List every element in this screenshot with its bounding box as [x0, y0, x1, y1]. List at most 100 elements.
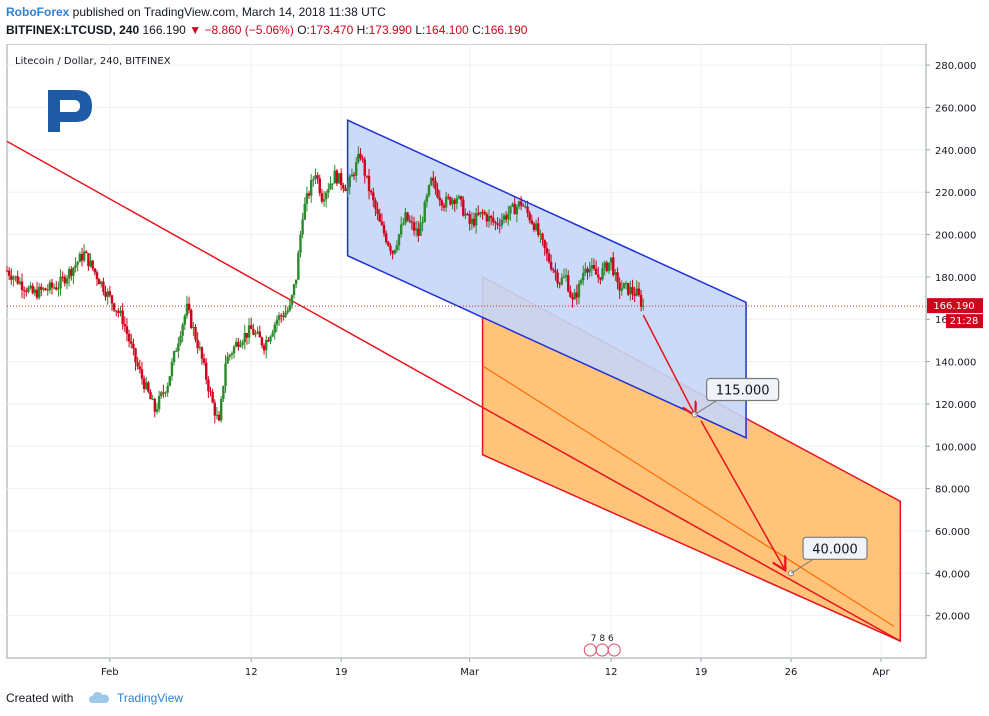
y-tick-label: 180.000 [935, 273, 976, 284]
x-tick-label: Mar [460, 667, 480, 678]
last-price-tag [927, 298, 983, 314]
candle-body [312, 179, 315, 181]
candle-body [594, 268, 598, 275]
candle-body [151, 399, 154, 401]
candle-body [339, 173, 343, 186]
candle-body [320, 193, 324, 202]
candle-body [391, 251, 394, 254]
tradingview-link[interactable]: TradingView [117, 691, 184, 705]
events-badge-label: 7 8 6 [591, 634, 614, 644]
time-axis[interactable]: Feb 12 19 Mar 12 19 26 Apr [101, 658, 891, 678]
candle-body [134, 348, 137, 363]
candle-body [226, 356, 229, 364]
ohlc-line: BITFINEX:LTCUSD, 240 166.190 ▼ −8.860 (−… [6, 23, 527, 37]
candle-body [384, 233, 388, 243]
event-icon[interactable] [583, 643, 597, 657]
candle-body [470, 218, 474, 224]
candle-body [172, 351, 176, 363]
candle-body [367, 175, 371, 192]
candle-body [584, 268, 587, 273]
candle-body [258, 331, 261, 338]
candle-body [363, 159, 366, 176]
candle-body [451, 199, 454, 205]
candle-body [220, 398, 223, 421]
trend-line[interactable] [6, 140, 901, 642]
candle-body [63, 276, 67, 284]
y-tick-label: 240.000 [935, 146, 976, 157]
candle-body [564, 275, 568, 277]
candle-body [552, 269, 555, 271]
x-tick-label: 19 [695, 667, 708, 678]
price-axis[interactable]: 20.000 40.000 60.000 80.000 100.000 120.000 14… [925, 44, 983, 658]
candle-body [125, 326, 129, 334]
y-tick-label: 280.000 [935, 61, 976, 72]
candle-body [537, 223, 540, 235]
candle-body [76, 261, 79, 265]
candle-body [624, 282, 628, 284]
projection-arrow[interactable] [642, 314, 694, 415]
candle-body [10, 275, 13, 280]
candle-body [252, 328, 255, 335]
close-label: C: [472, 23, 485, 37]
overlay-drawings: 115.000 40.000 7 8 6 [583, 314, 868, 657]
candle-body [376, 209, 379, 214]
candle-body [597, 274, 600, 278]
candle-body [547, 253, 551, 262]
candle-body [374, 200, 377, 210]
candle-body [487, 216, 491, 222]
publisher-name[interactable]: RoboForex [6, 5, 70, 19]
candle-body [267, 340, 270, 342]
chart-canvas[interactable]: Litecoin / Dollar, 240, BITFINEX 115.000… [0, 44, 989, 680]
candle-body [119, 310, 122, 313]
candle-body [603, 262, 606, 268]
candle-body [447, 196, 450, 198]
event-icon[interactable] [607, 643, 621, 657]
candle-body [97, 279, 101, 285]
projection-arrow[interactable] [700, 420, 785, 569]
candle-body [434, 180, 437, 190]
candle-body [397, 234, 401, 246]
candle-body [104, 291, 107, 297]
callout-box[interactable] [706, 377, 780, 402]
candle-body [569, 291, 572, 297]
candle-body [408, 220, 411, 222]
candle-body [82, 251, 86, 261]
candle-body [138, 366, 142, 370]
candle-body [183, 315, 187, 325]
candle-body [419, 223, 422, 236]
candle-body [74, 264, 77, 268]
events-badge[interactable]: 7 8 6 [583, 634, 621, 657]
candle-body [241, 342, 244, 345]
candle-body [502, 215, 506, 220]
last-price: 166.190 [142, 23, 186, 37]
candle-body [117, 311, 120, 313]
callout-box[interactable] [802, 536, 868, 560]
candle-body [235, 341, 238, 347]
orange-channel-midline[interactable] [482, 365, 895, 627]
candle-body [412, 222, 416, 231]
candle-body [517, 201, 521, 207]
event-icon[interactable] [595, 643, 609, 657]
candle-body [504, 215, 508, 220]
candle-body [361, 158, 364, 160]
candle-body [612, 257, 615, 275]
candle-body [498, 224, 501, 226]
candle-body [404, 212, 407, 224]
candle-body [91, 260, 94, 269]
candle-body [436, 189, 439, 198]
candle-body [288, 305, 291, 311]
tradingview-cloud-icon[interactable] [88, 690, 110, 704]
low-label: L: [415, 23, 426, 37]
candle-body [33, 289, 37, 294]
candle-body [286, 310, 289, 313]
candle-body [162, 392, 165, 394]
candle-body [605, 262, 609, 272]
candle-body [637, 288, 641, 295]
candle-body [254, 333, 257, 335]
candle-body [175, 350, 178, 352]
candle-body [194, 326, 197, 340]
candle-body [575, 292, 579, 298]
candle-body [228, 355, 231, 357]
candle-body [277, 315, 281, 320]
candle-body [106, 291, 109, 297]
